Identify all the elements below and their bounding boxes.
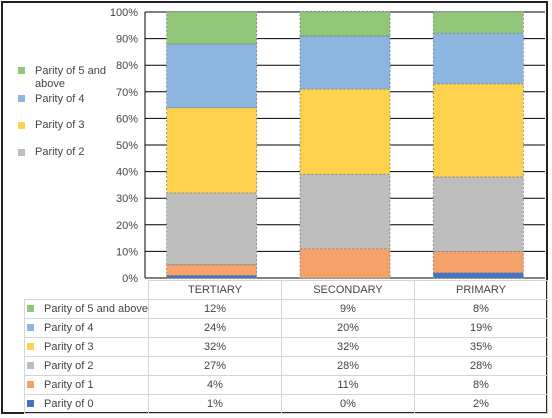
bar-segment-parity-of-1-tertiary xyxy=(166,264,258,276)
legend-label-parity-4: Parity of 4 xyxy=(35,93,85,105)
bar-segment-parity-of-3-primary xyxy=(432,83,524,178)
table-header-cell: SECONDARY xyxy=(280,280,415,300)
row-swatch xyxy=(27,380,34,388)
bar-segment-parity-of-5-and-above-primary xyxy=(432,11,524,34)
bar-segment-parity-of-4-tertiary xyxy=(166,43,258,109)
y-axis-ticks: 0% 10% 20% 30% 40% 50% 60% 70% 80% 90% 100% xyxy=(110,7,138,285)
table-row: Parity of 1 4% 11% 8% xyxy=(24,375,548,395)
table-cell: 12% xyxy=(147,299,282,319)
row-header: Parity of 2 xyxy=(24,356,149,376)
bar-segment-parity-of-2-primary xyxy=(432,176,524,252)
row-header: Parity of 1 xyxy=(24,375,149,395)
legend-label-parity-2: Parity of 2 xyxy=(35,146,85,158)
row-label: Parity of 2 xyxy=(44,360,94,372)
y-tick-label: 100% xyxy=(110,7,138,19)
bar-segment-parity-of-4-secondary xyxy=(299,35,391,90)
bar-segment-parity-of-2-secondary xyxy=(299,173,391,250)
bar-segment-parity-of-1-primary xyxy=(432,250,524,274)
table-row: Parity of 3 32% 32% 35% xyxy=(24,337,548,357)
y-tick-label: 10% xyxy=(116,246,138,258)
row-header: Parity of 5 and above xyxy=(24,299,149,319)
data-table: TERTIARY SECONDARY PRIMARY Parity of 5 a… xyxy=(24,280,548,414)
table-cell: 27% xyxy=(147,356,282,376)
table-cell: 4% xyxy=(147,375,282,395)
table-cell: 1% xyxy=(147,394,282,414)
row-label: Parity of 5 and above xyxy=(44,303,148,315)
row-swatch xyxy=(27,399,34,407)
y-tick-label: 70% xyxy=(116,87,138,99)
row-swatch xyxy=(27,361,34,369)
row-swatch xyxy=(27,323,34,331)
table-cell: 8% xyxy=(413,375,548,395)
table-header-cell: PRIMARY xyxy=(413,280,548,300)
table-cell: 28% xyxy=(413,356,548,376)
bar-segment-parity-of-1-secondary xyxy=(299,248,391,279)
legend-label-parity-5-above: Parity of 5 and above xyxy=(35,65,106,90)
row-label: Parity of 4 xyxy=(44,322,94,334)
row-swatch xyxy=(27,342,34,350)
table-row: Parity of 0 1% 0% 2% xyxy=(24,394,548,414)
y-tick-label: 90% xyxy=(116,34,138,46)
row-label: Parity of 0 xyxy=(44,398,94,410)
table-cell: 9% xyxy=(280,299,415,319)
table-cell: 35% xyxy=(413,337,548,357)
table-cell: 32% xyxy=(280,337,415,357)
row-label: Parity of 3 xyxy=(44,341,94,353)
row-header: Parity of 4 xyxy=(24,318,149,338)
y-tick-label: 20% xyxy=(116,220,138,232)
table-cell: 2% xyxy=(413,394,548,414)
legend-swatch-parity-5-above xyxy=(18,67,25,74)
bar-segment-parity-of-0-primary xyxy=(432,272,524,279)
y-tick-label: 80% xyxy=(116,60,138,72)
row-label: Parity of 1 xyxy=(44,379,94,391)
y-tick-label: 30% xyxy=(116,193,138,205)
y-tick-label: 40% xyxy=(116,167,138,179)
table-cell: 19% xyxy=(413,318,548,338)
table-header-row: TERTIARY SECONDARY PRIMARY xyxy=(25,280,548,300)
row-header: Parity of 3 xyxy=(24,337,149,357)
y-tick-label: 50% xyxy=(116,140,138,152)
table-row: Parity of 2 27% 28% 28% xyxy=(24,356,548,376)
table-row: Parity of 5 and above 12% 9% 8% xyxy=(24,299,548,319)
bar-segment-parity-of-2-tertiary xyxy=(166,192,258,266)
table-header-cell: TERTIARY xyxy=(147,280,282,300)
table-corner xyxy=(25,281,149,300)
bar-segment-parity-of-3-secondary xyxy=(299,88,391,175)
legend-label-parity-3: Parity of 3 xyxy=(35,119,85,131)
y-tick-label: 60% xyxy=(116,113,138,125)
table-cell: 0% xyxy=(280,394,415,414)
table-cell: 32% xyxy=(147,337,282,357)
table-cell: 20% xyxy=(280,318,415,338)
bar-segment-parity-of-4-primary xyxy=(432,32,524,85)
legend-swatch-parity-2 xyxy=(18,149,25,156)
table-cell: 8% xyxy=(413,299,548,319)
y-tick-label: 0% xyxy=(122,273,138,285)
table-row: Parity of 4 24% 20% 19% xyxy=(24,318,548,338)
table-cell: 11% xyxy=(280,375,415,395)
bar-segment-parity-of-5-and-above-tertiary xyxy=(166,11,258,45)
legend-swatch-parity-4 xyxy=(18,95,25,102)
bar-segment-parity-of-5-and-above-secondary xyxy=(299,11,391,37)
row-swatch xyxy=(27,304,34,312)
table-cell: 28% xyxy=(280,356,415,376)
row-header: Parity of 0 xyxy=(24,394,149,414)
bars xyxy=(166,11,524,279)
bar-segment-parity-of-3-tertiary xyxy=(166,107,258,194)
legend-swatch-parity-3 xyxy=(18,122,25,129)
table-cell: 24% xyxy=(147,318,282,338)
